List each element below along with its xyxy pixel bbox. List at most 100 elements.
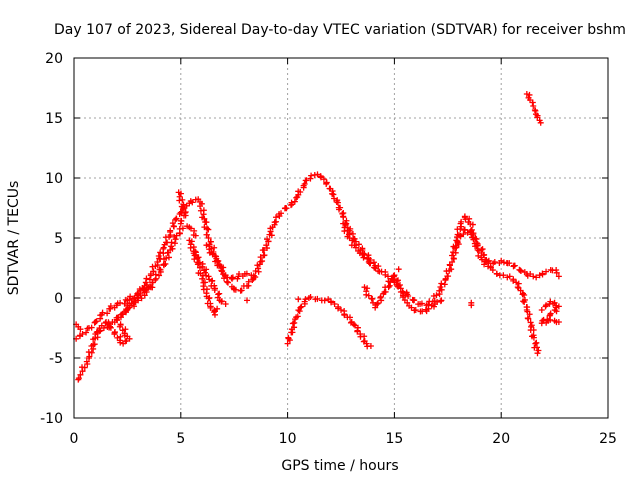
data-point [248, 272, 255, 279]
data-point-trail [79, 361, 91, 371]
data-point [468, 302, 475, 309]
data-point [137, 287, 144, 294]
data-point-trail [321, 297, 328, 304]
data-point [83, 358, 90, 365]
data-point [297, 304, 304, 311]
data-point-trail [443, 261, 455, 280]
tick-labels: 0 5 10 15 20 25 -10 -5 0 5 10 15 20 [40, 51, 617, 447]
data-point [404, 299, 411, 306]
data-point-trail [400, 294, 408, 304]
data-point-trail [187, 225, 198, 238]
data-point [320, 176, 327, 183]
data-point [79, 331, 86, 337]
data-point [77, 371, 84, 378]
data-point-trail [500, 259, 510, 266]
data-point [314, 171, 321, 178]
data-point-trail [366, 260, 378, 271]
data-point-trail [352, 322, 361, 335]
data-point-trail [224, 279, 237, 292]
data-point-trail [119, 289, 142, 318]
data-point-trail [317, 173, 324, 181]
data-point [77, 326, 84, 333]
data-point-trail [278, 205, 288, 217]
y-tick-label: 0 [54, 291, 63, 307]
data-point-trail [395, 283, 407, 297]
data-point-trail [289, 316, 299, 331]
data-point-trail [180, 202, 190, 211]
data-point [147, 284, 154, 291]
data-point [466, 215, 473, 222]
data-point [209, 250, 216, 257]
y-tick-label: 10 [45, 171, 63, 187]
data-point [553, 269, 560, 276]
data-point [491, 259, 498, 265]
data-point-trail [298, 300, 308, 310]
data-point [338, 307, 344, 313]
data-points [73, 91, 562, 383]
data-point-trail [283, 202, 295, 212]
data-point-trail [527, 327, 540, 346]
y-axis-label: SDTVAR / TECUs [6, 181, 22, 296]
data-point [555, 319, 562, 325]
data-point-trail [360, 254, 371, 262]
data-point-trail [529, 99, 536, 106]
data-point-trail [464, 228, 474, 236]
data-point-trail [375, 263, 382, 275]
data-point-trail [257, 245, 271, 265]
data-point-trail [418, 300, 425, 307]
data-point [352, 244, 359, 251]
data-point [173, 232, 180, 239]
data-point [408, 304, 415, 311]
data-point-trail [539, 317, 550, 326]
data-point-trail [510, 276, 517, 284]
data-point-trail [372, 265, 379, 272]
data-point [506, 273, 513, 280]
data-point-trail [161, 249, 172, 267]
data-point-trail [201, 219, 212, 238]
data-point [543, 268, 550, 275]
data-point-trail [422, 306, 430, 315]
data-point-trail [334, 199, 347, 217]
data-point-trail [123, 337, 130, 344]
data-point-trail [368, 295, 376, 302]
data-point [179, 225, 186, 232]
data-point-trail [107, 303, 118, 311]
data-point [468, 231, 475, 238]
data-point [523, 91, 530, 97]
gridlines [74, 58, 608, 418]
data-point-trail [475, 247, 485, 261]
data-point-trail [357, 333, 368, 345]
data-point-trail [245, 276, 256, 289]
x-tick-label: 15 [385, 431, 403, 447]
data-point-trail [264, 225, 275, 245]
data-point-trail [460, 227, 468, 238]
data-point-trail [236, 271, 246, 279]
data-point [203, 242, 210, 249]
data-point-trail [168, 233, 179, 252]
data-point [365, 292, 372, 299]
data-point-trail [218, 264, 227, 278]
data-point-trail [348, 237, 358, 249]
data-point-trail [382, 268, 389, 278]
data-point [98, 322, 105, 329]
data-point [295, 296, 302, 303]
data-point [530, 103, 537, 109]
data-point-trail [428, 302, 437, 310]
x-tick-label: 25 [599, 431, 617, 447]
data-point [412, 307, 419, 313]
data-point-trail [187, 198, 196, 206]
data-point [530, 273, 537, 280]
data-point-trail [200, 279, 210, 293]
data-point [481, 261, 488, 268]
data-point [301, 181, 308, 187]
data-point [205, 235, 212, 241]
data-point [438, 297, 445, 304]
data-point-trail [411, 297, 422, 308]
data-point-trail [524, 271, 534, 279]
data-point-trail [161, 232, 174, 248]
data-point-trail [83, 325, 91, 336]
data-point-trail [425, 298, 433, 308]
data-point-trail [285, 329, 296, 344]
